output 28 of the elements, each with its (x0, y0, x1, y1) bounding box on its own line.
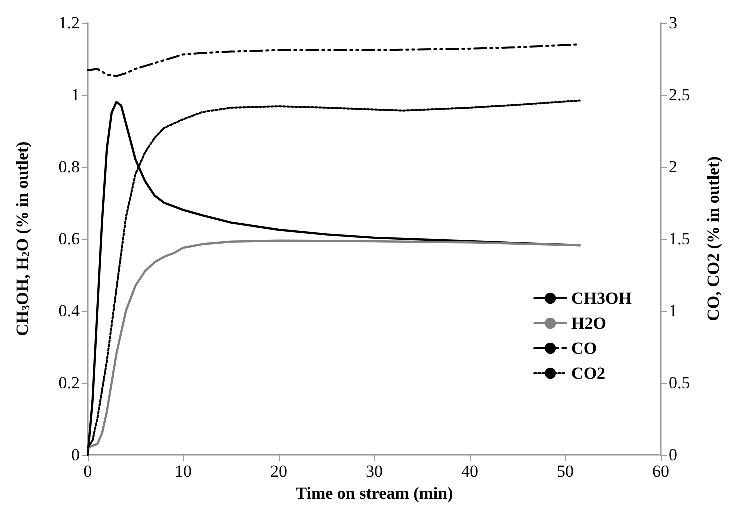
x-tick-label: 50 (557, 462, 574, 481)
legend-label: CO2 (572, 364, 606, 383)
y2-tick-label: 1 (669, 302, 678, 320)
y-tick-label: 1.2 (58, 14, 80, 32)
y-tick-label: 1 (72, 86, 80, 104)
x-tick-label: 20 (270, 462, 288, 481)
x-tick-label: 10 (175, 462, 192, 481)
x-tick-label: 40 (462, 462, 478, 481)
x-tick-label: 60 (652, 462, 670, 481)
y-tick-label: 0.8 (58, 158, 80, 176)
x-tick-label: 0 (84, 462, 92, 481)
y2-axis-title: CO, CO2 (% in outlet) (704, 156, 723, 322)
y-tick-label: 0.4 (58, 302, 80, 320)
y2-tick-label: 2 (669, 158, 678, 176)
x-tick-label: 30 (366, 462, 383, 481)
legend-label: CO (572, 339, 598, 358)
y-tick-label: 0 (72, 446, 80, 464)
y2-tick-label: 1.5 (669, 230, 690, 248)
y-tick-label: 0.2 (58, 374, 80, 392)
x-axis-title: Time on stream (min) (296, 484, 454, 503)
y2-tick-label: 3 (669, 14, 678, 32)
y2-tick-label: 0 (669, 446, 678, 464)
y2-tick-label: 2.5 (669, 86, 690, 104)
legend-label: H2O (572, 314, 607, 333)
y2-tick-label: 0.5 (669, 374, 690, 392)
y-axis-title: CH3OH, H2O (% in outlet) (13, 142, 32, 336)
y-tick-label: 0.6 (58, 230, 80, 248)
legend-label: CH3OH (572, 289, 632, 308)
